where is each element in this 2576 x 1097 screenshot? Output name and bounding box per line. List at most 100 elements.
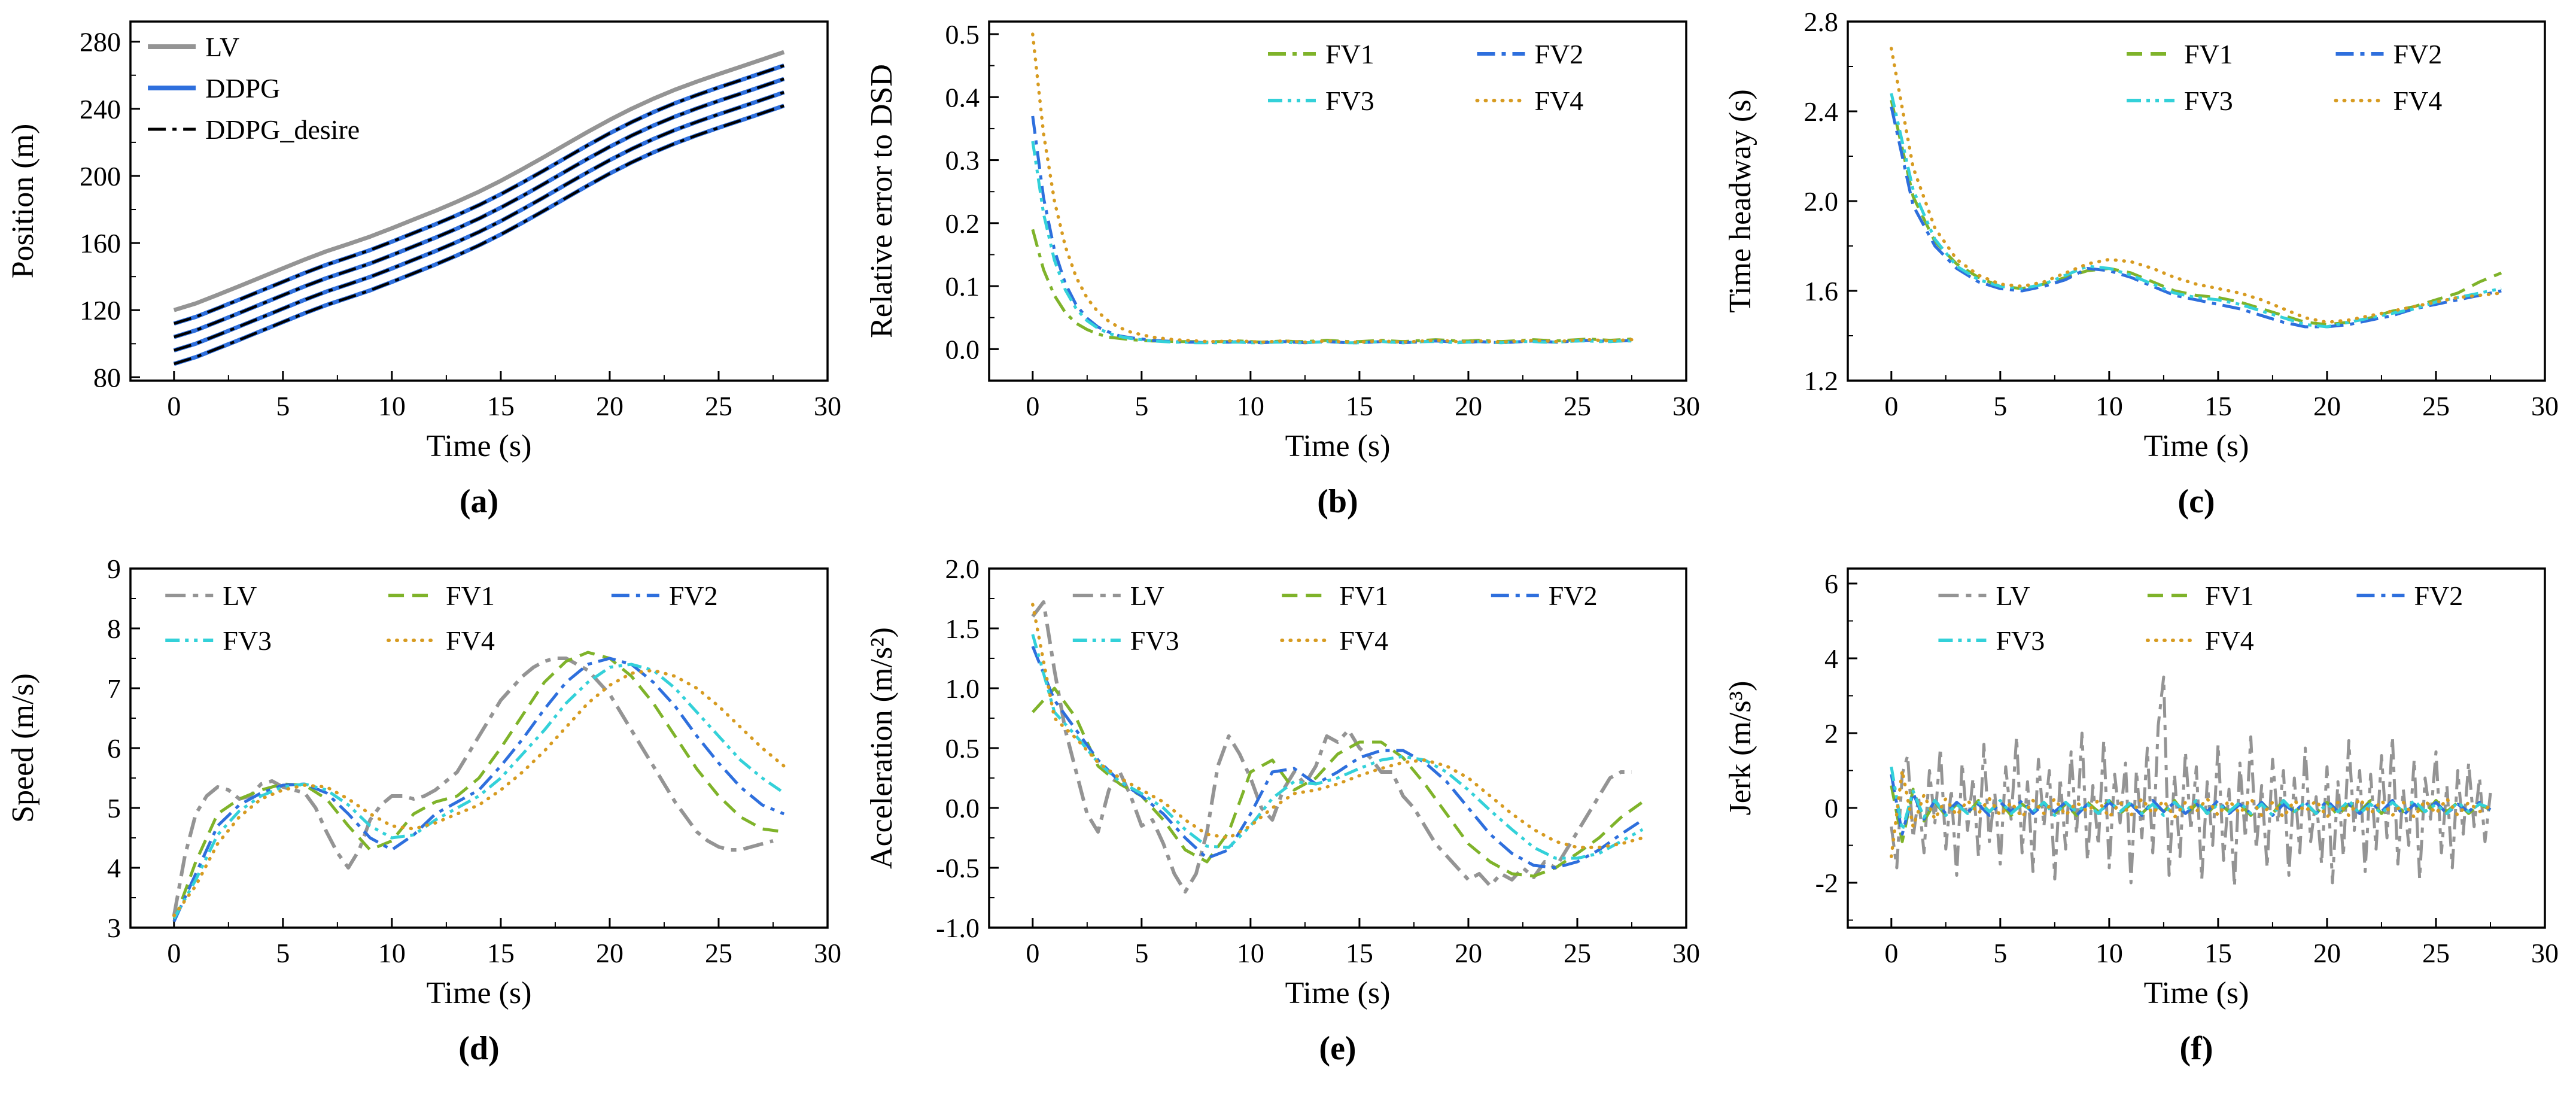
chart-canvas-c: 0 5 10 15 20 25 30 1.2 1.6 2.0 2.4 2.8 Time (s) Time … bbox=[1723, 7, 2559, 463]
series-overlay-FV1 bbox=[174, 64, 784, 325]
series-line-FV2 bbox=[1890, 106, 2502, 329]
series-line-FV4 bbox=[1890, 47, 2503, 324]
axis-text: 4 bbox=[107, 853, 121, 883]
axis-text: 5 bbox=[276, 391, 290, 421]
series-overlay-FV2 bbox=[174, 77, 784, 339]
caption-a: (a) bbox=[459, 483, 499, 520]
legend-label-FV1: FV1 bbox=[446, 581, 495, 611]
series-a bbox=[173, 50, 785, 366]
y-axis-label: Relative error to DSD bbox=[865, 64, 899, 338]
panel-b: 0 5 10 15 20 25 30 0.0 0.1 0.2 0.3 0.4 0.5 Time (s) Re… bbox=[859, 4, 1717, 551]
caption-b: (b) bbox=[1317, 483, 1358, 520]
axis-text: 25 bbox=[705, 938, 732, 968]
axes-b bbox=[988, 20, 1687, 382]
legend-label-FV2: FV2 bbox=[669, 581, 718, 611]
axis-text: 25 bbox=[2422, 938, 2450, 968]
y-axis-label: Time headway (s) bbox=[1723, 89, 1757, 313]
caption-c: (c) bbox=[2177, 483, 2215, 520]
axis-text: 20 bbox=[1455, 938, 1482, 968]
legend-label-FV4: FV4 bbox=[446, 625, 495, 656]
labels-e: 0 5 10 15 20 25 30 -1.0 -0.5 0.0 0.5 1.0 1.5 2.0 Time … bbox=[865, 554, 1700, 1010]
axis-text: 5 bbox=[1993, 938, 2007, 968]
series-line-FV1 bbox=[1031, 686, 1644, 877]
axis-text: 15 bbox=[2204, 391, 2232, 421]
ticks-a bbox=[130, 41, 829, 381]
series-c bbox=[1890, 47, 2503, 329]
series-line-FV3 bbox=[1890, 93, 2502, 329]
axis-text: 160 bbox=[80, 228, 121, 259]
axis-text: 5 bbox=[276, 938, 290, 968]
axis-text: 2.0 bbox=[1804, 186, 1839, 217]
axis-text: 7 bbox=[107, 673, 121, 704]
legend-a: LV DDPG DDPG_desire bbox=[148, 32, 360, 145]
labels-f: 0 5 10 15 20 25 30 -2 0 2 4 6 Time (s) Jerk (m/s³) bbox=[1723, 569, 2559, 1010]
axis-text: 0.5 bbox=[945, 733, 980, 764]
legend-f: LV FV1 FV2 FV3 FV4 bbox=[1938, 581, 2463, 656]
axis-text: 2 bbox=[1824, 718, 1838, 749]
axis-text: 200 bbox=[80, 161, 121, 192]
axis-text: 240 bbox=[80, 94, 121, 124]
x-axis-label: Time (s) bbox=[2144, 429, 2249, 463]
axis-text: 10 bbox=[378, 938, 406, 968]
chart-canvas-f: 0 5 10 15 20 25 30 -2 0 2 4 6 Time (s) Jerk (m/s³) LV F… bbox=[1723, 567, 2559, 1010]
axis-text: 2.8 bbox=[1804, 7, 1839, 37]
ticks-d bbox=[130, 567, 829, 928]
axis-text: 30 bbox=[2531, 391, 2559, 421]
axis-text: 0 bbox=[167, 391, 181, 421]
series-line-FV1 bbox=[1031, 229, 1632, 344]
legend-label-FV2: FV2 bbox=[2414, 581, 2463, 611]
axis-text: 30 bbox=[1672, 938, 1700, 968]
axis-text: 0 bbox=[1026, 938, 1039, 968]
legend-label-FV2: FV2 bbox=[2393, 39, 2443, 69]
legend-label-FV1: FV1 bbox=[1325, 39, 1374, 69]
legend-c: FV1 FV2 FV3 FV4 bbox=[2127, 39, 2442, 116]
labels-c: 0 5 10 15 20 25 30 1.2 1.6 2.0 2.4 2.8 Time (s) Time … bbox=[1723, 7, 2559, 463]
axis-text: 10 bbox=[1237, 391, 1264, 421]
legend-label-FV2: FV2 bbox=[1535, 39, 1584, 69]
legend-label-FV2: FV2 bbox=[1549, 581, 1598, 611]
series-line-LV bbox=[173, 50, 785, 312]
axis-text: 6 bbox=[1824, 569, 1838, 599]
axis-text: 0.3 bbox=[945, 145, 980, 176]
labels-a: 0 5 10 15 20 25 30 80 120 160 200 240 280 Time (s) Pos… bbox=[6, 27, 841, 463]
legend-label-FV4: FV4 bbox=[2205, 625, 2254, 656]
axis-text: 2.0 bbox=[945, 554, 980, 584]
axis-text: 5 bbox=[1135, 391, 1148, 421]
series-e bbox=[1031, 600, 1644, 894]
ticks-b bbox=[989, 33, 1687, 381]
legend-label-FV1: FV1 bbox=[2205, 581, 2254, 611]
series-line-FV3 bbox=[1031, 633, 1644, 859]
axis-text: 0 bbox=[1884, 938, 1898, 968]
x-axis-label: Time (s) bbox=[1285, 976, 1391, 1010]
chart-jerk: 0 5 10 15 20 25 30 -2 0 2 4 6 Time (s) Jerk (m/s³) LV F… bbox=[1717, 551, 2576, 1029]
chart-relative-error: 0 5 10 15 20 25 30 0.0 0.1 0.2 0.3 0.4 0.5 Time (s) Re… bbox=[859, 4, 1717, 482]
axis-text: 10 bbox=[378, 391, 406, 421]
axis-text: 1.6 bbox=[1804, 276, 1839, 306]
legend-label-FV3: FV3 bbox=[1325, 86, 1374, 116]
series-line-FV2 bbox=[1031, 645, 1644, 869]
panel-e: 0 5 10 15 20 25 30 -1.0 -0.5 0.0 0.5 1.0 1.5 2.0 Time … bbox=[859, 551, 1717, 1097]
chart-canvas-e: 0 5 10 15 20 25 30 -1.0 -0.5 0.0 0.5 1.0 1.5 2.0 Time … bbox=[865, 554, 1700, 1010]
legend-label-DDPG_desire: DDPG_desire bbox=[205, 114, 360, 145]
y-axis-label: Acceleration (m/s²) bbox=[865, 627, 899, 869]
legend-b: FV1 FV2 FV3 FV4 bbox=[1268, 39, 1583, 116]
series-line-LV bbox=[1890, 675, 2492, 888]
axis-text: 25 bbox=[2422, 391, 2450, 421]
axis-text: 20 bbox=[2313, 938, 2341, 968]
axis-text: 20 bbox=[1455, 391, 1482, 421]
series-line-FV2 bbox=[172, 657, 785, 922]
caption-d: (d) bbox=[458, 1029, 500, 1067]
axis-text: -2 bbox=[1815, 868, 1838, 898]
axis-text: 25 bbox=[1564, 938, 1591, 968]
axis-text: 20 bbox=[596, 938, 624, 968]
ticks-e bbox=[989, 567, 1687, 928]
axis-text: 120 bbox=[80, 295, 121, 326]
chart-canvas-b: 0 5 10 15 20 25 30 0.0 0.1 0.2 0.3 0.4 0.5 Time (s) Re… bbox=[865, 19, 1700, 463]
x-axis-label: Time (s) bbox=[1285, 429, 1391, 463]
y-axis-label: Position (m) bbox=[6, 124, 40, 279]
series-f bbox=[1890, 675, 2492, 888]
legend-label-LV: LV bbox=[223, 581, 257, 611]
y-axis-label: Speed (m/s) bbox=[6, 673, 40, 823]
legend-e: LV FV1 FV2 FV3 FV4 bbox=[1072, 581, 1598, 656]
